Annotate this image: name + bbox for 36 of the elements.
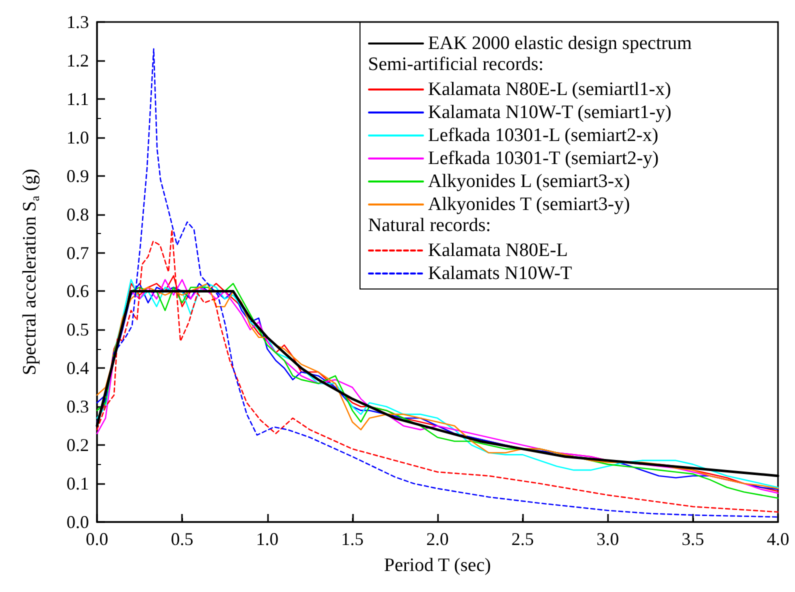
y-tick-label: 0.2 xyxy=(66,435,89,456)
y-tick-label: 0.7 xyxy=(66,242,89,263)
y-tick-label: 1.3 xyxy=(66,12,89,32)
y-tick-label: 1.1 xyxy=(66,88,89,109)
x-tick-label: 3.5 xyxy=(682,529,704,549)
y-tick-label: 1.0 xyxy=(66,127,89,148)
x-tick-label: 4.0 xyxy=(766,529,790,549)
x-tick-label: 0.5 xyxy=(170,529,194,549)
annotation: Semi-artificial records: xyxy=(368,54,544,75)
x-tick-label: 2.0 xyxy=(426,529,449,549)
y-tick-label: 0.3 xyxy=(66,396,89,417)
annotation: Natural records: xyxy=(368,215,491,236)
x-tick-label: 3.0 xyxy=(596,529,619,549)
legend-label: Lefkada 10301-L (semiart2-x) xyxy=(428,125,658,146)
legend-label: Alkyonides T (semiart3-y) xyxy=(428,194,630,215)
y-tick-label: 1.2 xyxy=(66,50,89,70)
legend-label: EAK 2000 elastic design spectrum xyxy=(428,33,692,54)
y-axis-title: Spectral acceleration Sa (g) xyxy=(20,168,42,376)
x-tick-label: 0.0 xyxy=(86,529,108,549)
legend-label: Alkyonides L (semiart3-x) xyxy=(428,171,630,192)
legend-label: Lefkada 10301-T (semiart2-y) xyxy=(428,148,659,169)
y-tick-label: 0.5 xyxy=(66,320,89,340)
legend-label: Kalamata N80E-L (semiartl1-x) xyxy=(428,79,672,100)
y-tick-label: 0.1 xyxy=(66,474,89,494)
x-tick-label: 1.5 xyxy=(341,529,364,549)
x-tick-label: 2.5 xyxy=(511,529,534,549)
legend-label: Kalamata N80E-L xyxy=(428,240,568,261)
x-tick-label: 1.0 xyxy=(256,529,278,549)
y-tick-label: 0.6 xyxy=(66,281,89,302)
y-tick-label: 0.9 xyxy=(66,166,89,186)
y-tick-label: 0.0 xyxy=(66,512,89,532)
y-tick-label: 0.4 xyxy=(66,358,89,378)
legend-label: Kalamats N10W-T xyxy=(428,263,572,284)
x-axis-title: Period T (sec) xyxy=(384,555,491,576)
legend-label: Kalamata N10W-T (semiart1-y) xyxy=(428,102,672,123)
y-tick-label: 0.8 xyxy=(66,204,89,224)
